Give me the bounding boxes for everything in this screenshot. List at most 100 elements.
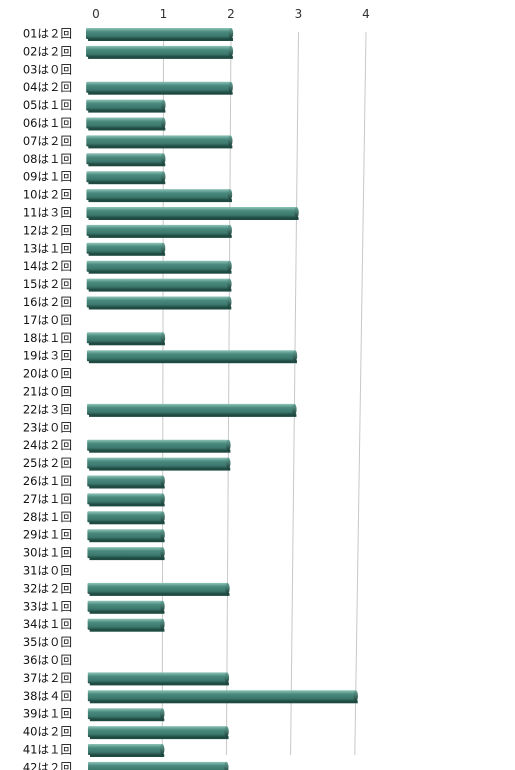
category-label: 03は０回 bbox=[23, 62, 72, 76]
category-label: 32は２回 bbox=[23, 581, 72, 595]
bar-face bbox=[86, 224, 230, 236]
category-label: 40は２回 bbox=[23, 725, 72, 739]
bar-side bbox=[88, 181, 166, 185]
bar-face bbox=[86, 260, 230, 272]
bar bbox=[87, 582, 230, 596]
bar bbox=[86, 207, 299, 220]
bar bbox=[87, 439, 231, 453]
bar bbox=[86, 224, 232, 238]
bar-face bbox=[87, 457, 229, 469]
bar-end-cap bbox=[160, 493, 165, 505]
bar bbox=[87, 726, 229, 740]
bar-end-cap bbox=[160, 547, 165, 559]
bar bbox=[86, 171, 166, 185]
bar-side bbox=[89, 736, 229, 740]
bar-side bbox=[88, 145, 233, 149]
bar-face bbox=[87, 493, 163, 505]
bar-face bbox=[86, 242, 164, 254]
bar-end-cap bbox=[160, 332, 166, 344]
category-label: 07は２回 bbox=[23, 134, 72, 148]
category-label: 23は０回 bbox=[23, 420, 72, 434]
bar-end-cap bbox=[160, 744, 165, 755]
bar bbox=[87, 708, 165, 722]
bar-side bbox=[88, 342, 165, 346]
bar-face bbox=[87, 600, 163, 612]
category-label: 08は１回 bbox=[23, 152, 72, 166]
bar bbox=[86, 99, 166, 113]
bar-end-cap bbox=[292, 403, 297, 415]
bar-end-cap bbox=[226, 439, 231, 451]
bar-end-cap bbox=[160, 475, 165, 487]
bar-face bbox=[87, 529, 163, 541]
bar-side bbox=[89, 718, 165, 722]
category-labels: 01は２回 02は２回 03は０回 04は２回 05は１回 06は１回 07は２回 08は１回… bbox=[23, 27, 72, 770]
bar-side bbox=[88, 234, 232, 238]
bar-side bbox=[89, 628, 165, 632]
category-label: 39は１回 bbox=[23, 707, 72, 721]
gridline-2 bbox=[225, 31, 232, 756]
bar bbox=[86, 260, 232, 274]
bar-face bbox=[86, 171, 164, 183]
bar-end-cap bbox=[292, 350, 298, 362]
bar bbox=[88, 761, 229, 770]
category-label: 37は２回 bbox=[23, 671, 72, 685]
x-tick-label: 3 bbox=[295, 7, 303, 21]
category-label: 30は１回 bbox=[23, 546, 72, 560]
bar-side bbox=[89, 700, 358, 704]
bar-face bbox=[86, 81, 231, 93]
category-label: 34は１回 bbox=[23, 617, 72, 631]
bar bbox=[87, 475, 165, 489]
bar-end-cap bbox=[225, 582, 230, 594]
bar-face bbox=[87, 726, 227, 738]
category-label: 13は１回 bbox=[23, 241, 72, 255]
category-label: 21は０回 bbox=[23, 385, 72, 399]
bar-face bbox=[88, 761, 227, 770]
bar-side bbox=[89, 413, 297, 417]
bar-side bbox=[88, 360, 297, 364]
category-label: 31は０回 bbox=[23, 564, 72, 578]
bar-side bbox=[89, 682, 229, 686]
bar-side bbox=[88, 91, 233, 95]
bar-face bbox=[86, 189, 230, 201]
category-label: 09は１回 bbox=[23, 170, 72, 184]
category-label: 29は１回 bbox=[23, 528, 72, 542]
bar-side bbox=[88, 127, 166, 131]
bar-end-cap bbox=[224, 761, 229, 770]
bar bbox=[87, 744, 165, 757]
bar-end-cap bbox=[228, 45, 234, 57]
bar-face bbox=[86, 350, 295, 362]
bar-face bbox=[87, 475, 163, 487]
bar bbox=[87, 403, 297, 417]
bar bbox=[86, 296, 232, 310]
bar-side bbox=[89, 557, 165, 561]
bar-side bbox=[89, 610, 165, 614]
category-label: 17は０回 bbox=[23, 313, 72, 327]
bar bbox=[86, 117, 166, 131]
bar bbox=[87, 511, 165, 525]
x-axis-ticks: 0 1 2 3 4 bbox=[92, 7, 370, 21]
bar-face bbox=[87, 511, 163, 523]
gridlines bbox=[161, 31, 367, 756]
bar-side bbox=[89, 754, 165, 757]
bar-end-cap bbox=[227, 278, 232, 290]
x-tick-label: 0 bbox=[92, 7, 100, 21]
category-label: 33は１回 bbox=[23, 599, 72, 613]
gridline-1 bbox=[161, 31, 164, 756]
x-tick-label: 4 bbox=[362, 7, 370, 21]
category-label: 19は３回 bbox=[23, 349, 72, 363]
bar-face bbox=[86, 117, 164, 129]
bar-face bbox=[87, 582, 228, 594]
bar bbox=[86, 332, 166, 346]
x-tick-label: 1 bbox=[160, 7, 168, 21]
bar bbox=[86, 278, 232, 292]
bar bbox=[86, 81, 233, 95]
bar-side bbox=[88, 199, 232, 203]
category-label: 02は２回 bbox=[23, 44, 72, 58]
bar bbox=[86, 135, 233, 149]
bar-end-cap bbox=[160, 618, 165, 630]
bar-face bbox=[87, 403, 295, 415]
bar-side bbox=[88, 288, 232, 292]
bar bbox=[86, 242, 166, 256]
category-label: 38は４回 bbox=[23, 689, 72, 703]
bar bbox=[87, 672, 230, 686]
